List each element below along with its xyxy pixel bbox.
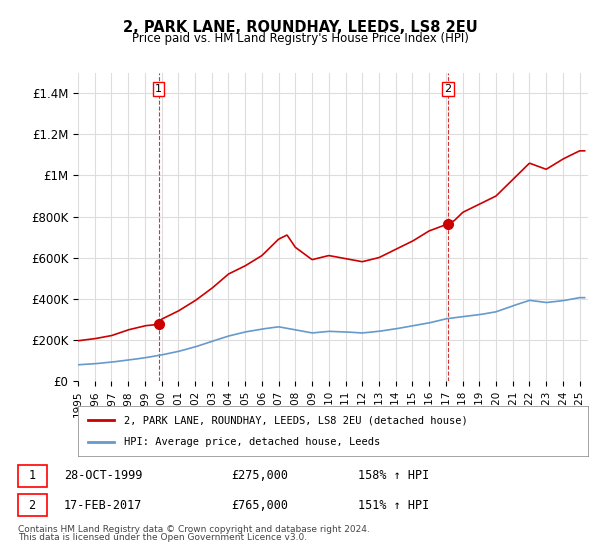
Text: HPI: Average price, detached house, Leeds: HPI: Average price, detached house, Leed… <box>124 437 380 447</box>
Text: 2: 2 <box>29 499 36 512</box>
Text: Contains HM Land Registry data © Crown copyright and database right 2024.: Contains HM Land Registry data © Crown c… <box>18 525 370 534</box>
Text: 2: 2 <box>445 84 452 94</box>
Text: 1: 1 <box>155 84 162 94</box>
Text: 2, PARK LANE, ROUNDHAY, LEEDS, LS8 2EU: 2, PARK LANE, ROUNDHAY, LEEDS, LS8 2EU <box>122 20 478 35</box>
Text: 17-FEB-2017: 17-FEB-2017 <box>64 499 142 512</box>
Text: Price paid vs. HM Land Registry's House Price Index (HPI): Price paid vs. HM Land Registry's House … <box>131 32 469 45</box>
FancyBboxPatch shape <box>18 465 47 487</box>
Text: 1: 1 <box>29 469 36 482</box>
Text: 151% ↑ HPI: 151% ↑ HPI <box>358 499 429 512</box>
Text: This data is licensed under the Open Government Licence v3.0.: This data is licensed under the Open Gov… <box>18 533 307 542</box>
Text: £765,000: £765,000 <box>231 499 288 512</box>
FancyBboxPatch shape <box>18 494 47 516</box>
Text: 2, PARK LANE, ROUNDHAY, LEEDS, LS8 2EU (detached house): 2, PARK LANE, ROUNDHAY, LEEDS, LS8 2EU (… <box>124 415 467 425</box>
Text: £275,000: £275,000 <box>231 469 288 482</box>
Text: 28-OCT-1999: 28-OCT-1999 <box>64 469 142 482</box>
Text: 158% ↑ HPI: 158% ↑ HPI <box>358 469 429 482</box>
